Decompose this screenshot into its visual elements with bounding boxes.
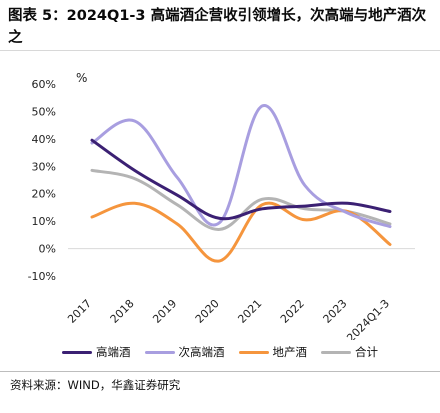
legend-item: 地产酒 xyxy=(238,344,308,360)
legend-swatch xyxy=(144,350,175,354)
x-tick-label: 2023 xyxy=(321,297,350,326)
y-tick-label: 60% xyxy=(32,78,56,91)
x-tick-label: 2019 xyxy=(150,297,179,326)
legend-item: 次高端酒 xyxy=(144,344,225,360)
x-tick-label: 2018 xyxy=(108,297,137,326)
series-line-2 xyxy=(90,104,392,229)
chart-title: 图表 5：2024Q1-3 高端酒企营收引领增长，次高端与地产酒次之 xyxy=(8,8,427,46)
legend-swatch xyxy=(238,350,269,354)
series-line-4 xyxy=(90,168,392,231)
line-chart: % -10% 0% 10% 20% 30% 40% 50% 60% 2017 2018 2019 202… xyxy=(28,71,415,340)
legend-item: 高端酒 xyxy=(62,344,131,360)
source-note: 资料来源：WIND，华鑫证券研究 xyxy=(10,378,181,392)
x-tick-label: 2021 xyxy=(235,297,264,326)
y-tick-label: 0% xyxy=(39,243,56,256)
x-tick-label: 2024Q1-3 xyxy=(344,297,392,340)
y-tick-label: -10% xyxy=(28,270,56,283)
x-tick-label: 2017 xyxy=(65,297,94,326)
legend-label: 合计 xyxy=(355,345,378,359)
chart-legend: 高端酒 次高端酒 地产酒 合计 xyxy=(0,342,440,362)
source-divider xyxy=(0,371,440,372)
legend-item: 合计 xyxy=(321,344,378,360)
legend-swatch xyxy=(62,350,92,354)
y-tick-label: 10% xyxy=(32,215,56,228)
y-tick-label: 20% xyxy=(32,188,56,201)
legend-label: 次高端酒 xyxy=(178,345,225,359)
y-tick-label: 40% xyxy=(32,133,56,146)
x-tick-label: 2020 xyxy=(193,297,222,326)
legend-swatch xyxy=(321,350,351,354)
legend-label: 地产酒 xyxy=(272,345,308,359)
y-tick-label: 50% xyxy=(32,105,56,118)
series-line-1 xyxy=(90,138,392,221)
y-axis-unit: % xyxy=(76,71,87,85)
y-tick-label: 30% xyxy=(32,160,56,173)
x-tick-label: 2022 xyxy=(278,297,307,326)
legend-label: 高端酒 xyxy=(96,345,131,359)
title-divider xyxy=(0,50,440,51)
